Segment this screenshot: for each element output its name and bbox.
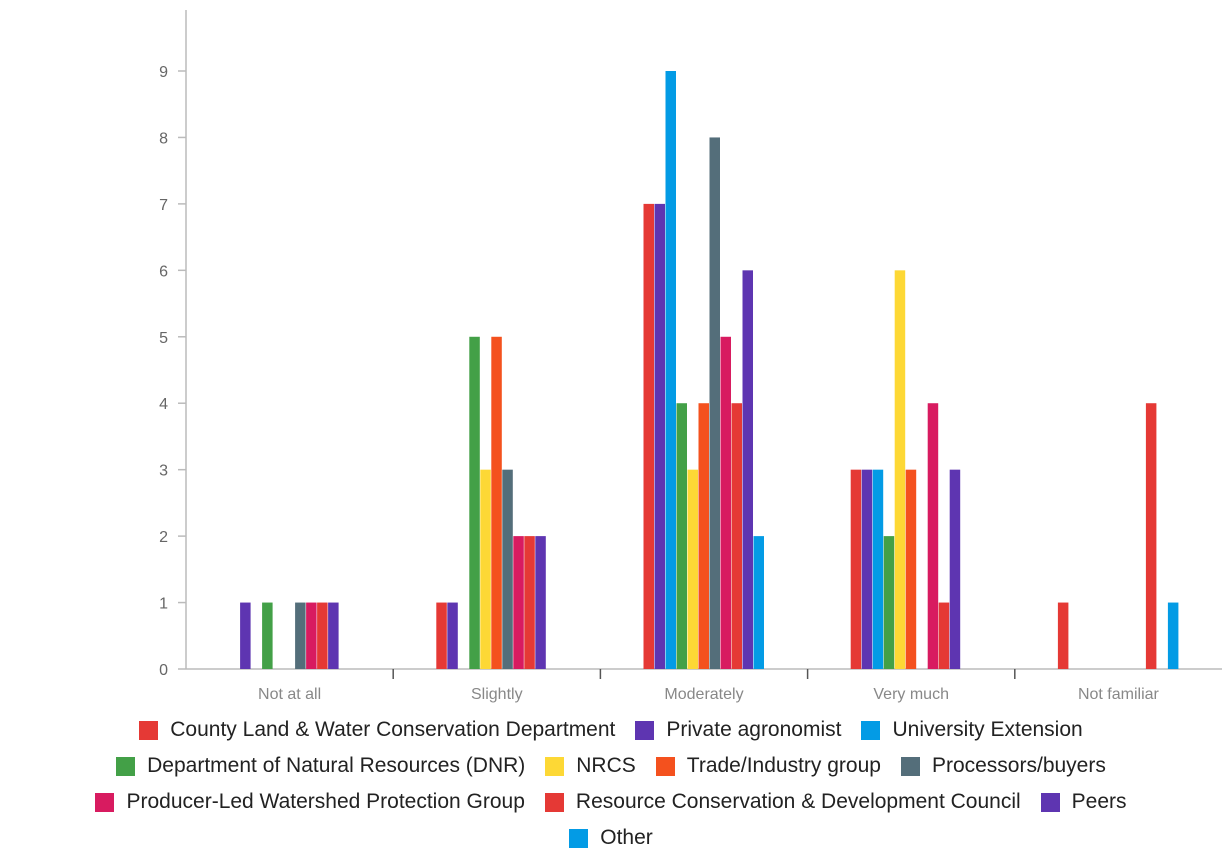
bar — [513, 536, 524, 669]
x-tick-label: Not at all — [258, 686, 321, 703]
bar — [905, 469, 917, 669]
bar-chart: 0 1 2 3 4 5 6 7 8 9 Not at all Slightly Moderately Ve… — [159, 10, 1222, 703]
bar — [1145, 403, 1157, 669]
legend-row: Other — [0, 820, 1222, 856]
bar — [883, 536, 895, 669]
legend-swatch — [1040, 792, 1060, 812]
x-tick-label: Not familiar — [1078, 686, 1160, 703]
y-tick-label: 6 — [159, 263, 168, 280]
legend-item[interactable]: Private agronomist — [635, 718, 841, 742]
legend-label: Processors/buyers — [931, 754, 1106, 777]
bar — [872, 469, 884, 669]
bar — [240, 602, 251, 669]
x-tick-label: Moderately — [664, 686, 743, 703]
bar — [1167, 602, 1179, 669]
x-tick-label: Slightly — [471, 686, 523, 703]
legend-label: Resource Conservation & Development Coun… — [575, 790, 1021, 813]
y-tick-label: 2 — [159, 529, 168, 546]
bar — [306, 602, 317, 669]
x-tick-label: Very much — [873, 686, 949, 703]
legend-swatch — [139, 720, 159, 740]
legend-item[interactable]: University Extension — [861, 718, 1083, 742]
y-tick-label: 9 — [159, 64, 168, 81]
legend-row: County Land & Water Conservation Departm… — [0, 712, 1222, 748]
legend-row: Department of Natural Resources (DNR) NRC… — [0, 748, 1222, 784]
bar — [687, 469, 698, 669]
bar — [894, 270, 906, 669]
legend-label: County Land & Water Conservation Departm… — [170, 718, 616, 741]
legend-item[interactable]: Other — [569, 826, 653, 850]
bars — [240, 71, 1179, 669]
bar — [665, 71, 676, 669]
legend-label: Department of Natural Resources (DNR) — [147, 754, 526, 777]
legend-swatch — [569, 828, 589, 848]
legend-item[interactable]: Department of Natural Resources (DNR) — [116, 754, 525, 778]
y-tick-label: 0 — [159, 662, 168, 679]
bar — [927, 403, 939, 669]
legend-item[interactable]: NRCS — [545, 754, 636, 778]
legend-swatch — [655, 756, 675, 776]
legend-swatch — [116, 756, 136, 776]
bar — [1057, 602, 1069, 669]
bar — [502, 469, 513, 669]
legend-swatch — [544, 792, 564, 812]
y-tick-label: 8 — [159, 130, 168, 147]
bar — [524, 536, 535, 669]
bar — [709, 137, 720, 669]
bar — [535, 536, 546, 669]
bar — [698, 403, 709, 669]
bar — [731, 403, 742, 669]
bar — [720, 336, 731, 669]
y-tick-label: 5 — [159, 330, 168, 347]
legend-row: Producer-Led Watershed Protection Group R… — [0, 784, 1222, 820]
axes — [178, 10, 1222, 679]
legend-label: Peers — [1071, 790, 1127, 813]
legend-label: Private agronomist — [666, 718, 842, 741]
legend-item[interactable]: Peers — [1040, 790, 1127, 814]
legend-item[interactable]: Processors/buyers — [900, 754, 1106, 778]
y-tick-label: 1 — [159, 596, 168, 613]
y-tick-label: 4 — [159, 396, 168, 413]
legend-item[interactable]: Resource Conservation & Development Coun… — [544, 790, 1021, 814]
legend: County Land & Water Conservation Departm… — [0, 712, 1222, 856]
bar — [295, 602, 306, 669]
legend-label: NRCS — [576, 754, 636, 777]
legend-item[interactable]: County Land & Water Conservation Departm… — [139, 718, 615, 742]
bar — [317, 602, 328, 669]
legend-label: University Extension — [892, 718, 1083, 741]
bar — [850, 469, 862, 669]
legend-swatch — [95, 792, 115, 812]
y-tick-label: 7 — [159, 197, 168, 214]
bar — [643, 203, 654, 669]
bar — [328, 602, 339, 669]
bar — [436, 602, 447, 669]
bar — [654, 203, 665, 669]
legend-swatch — [545, 756, 565, 776]
legend-swatch — [635, 720, 655, 740]
bar — [949, 469, 961, 669]
legend-swatch — [900, 756, 920, 776]
y-tick-label: 3 — [159, 463, 168, 480]
bar — [861, 469, 873, 669]
bar — [480, 469, 491, 669]
legend-swatch — [861, 720, 881, 740]
bar — [491, 336, 502, 669]
bar — [262, 602, 273, 669]
bar — [753, 536, 764, 669]
legend-label: Producer-Led Watershed Protection Group — [126, 790, 525, 813]
axis-labels: 0 1 2 3 4 5 6 7 8 9 Not at all Slightly Moderately Ve… — [159, 64, 1159, 703]
bar — [742, 270, 753, 669]
bar — [938, 602, 950, 669]
legend-label: Trade/Industry group — [686, 754, 881, 777]
bar — [447, 602, 458, 669]
legend-item[interactable]: Trade/Industry group — [655, 754, 881, 778]
bar — [676, 403, 687, 669]
legend-label: Other — [600, 826, 653, 849]
legend-item[interactable]: Producer-Led Watershed Protection Group — [95, 790, 525, 814]
bar — [469, 336, 480, 669]
